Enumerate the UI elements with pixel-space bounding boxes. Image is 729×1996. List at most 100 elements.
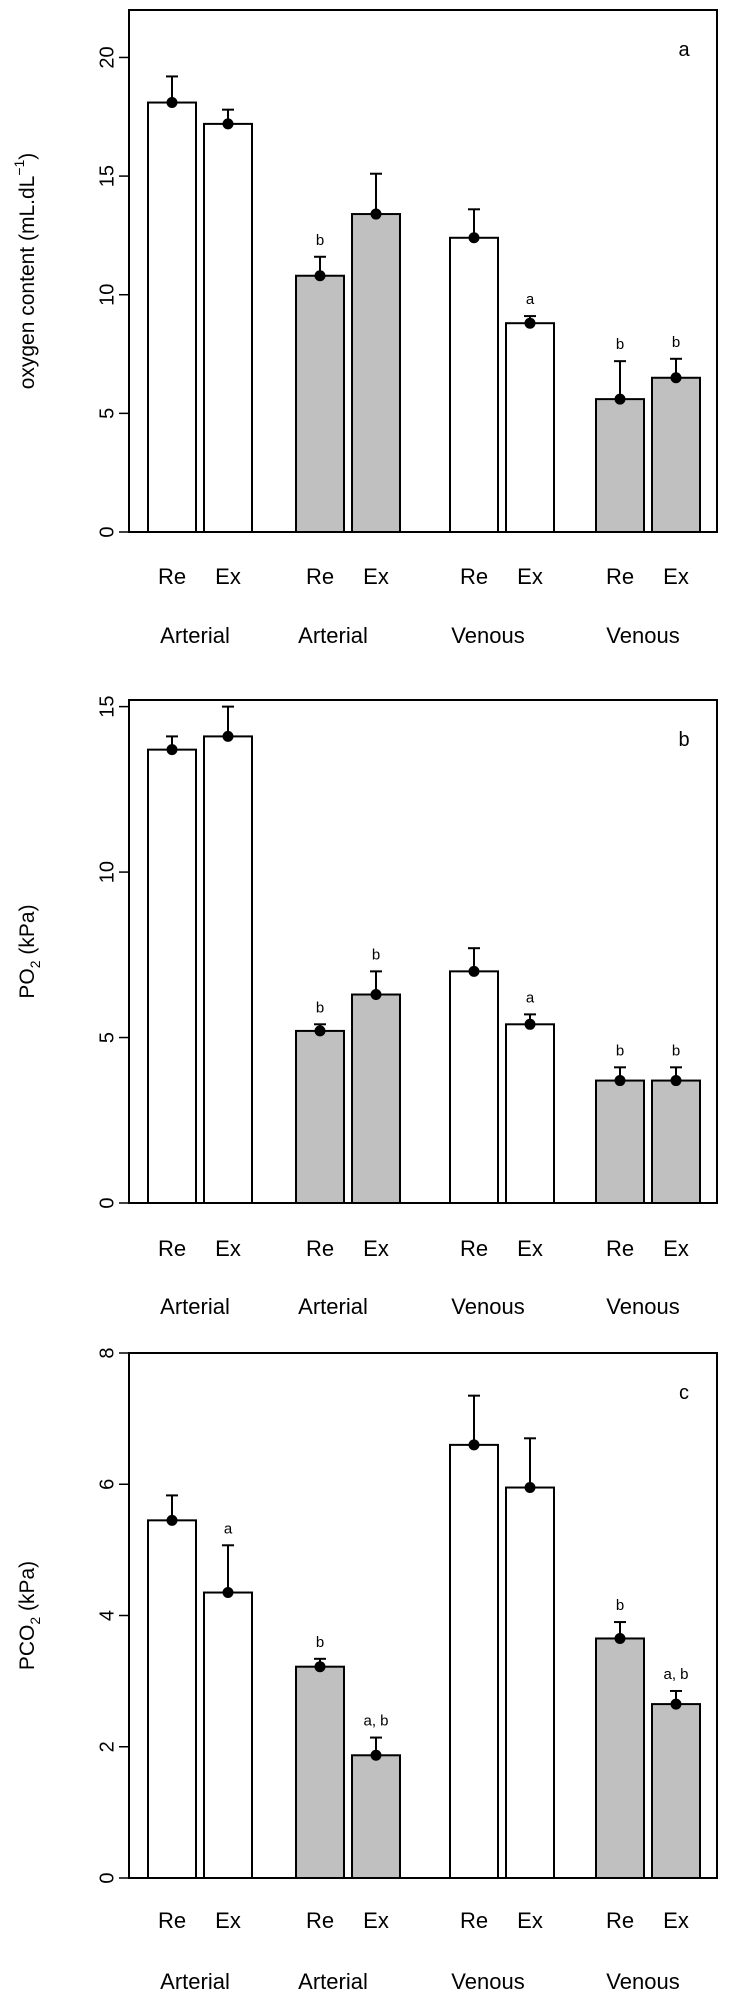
- significance-label: a, b: [663, 1666, 688, 1683]
- bar: [351, 1754, 401, 1879]
- significance-label: b: [616, 1597, 624, 1614]
- group-label: Arterial: [298, 623, 368, 648]
- category-label: Ex: [363, 1908, 389, 1933]
- category-label: Re: [306, 1236, 334, 1261]
- group-label: Arterial: [298, 1294, 368, 1319]
- mean-point: [468, 232, 480, 244]
- mean-point: [314, 270, 326, 282]
- bar: [203, 735, 253, 1204]
- group-label: Venous: [606, 1294, 679, 1319]
- panel-a: 0 5 10 15 20 oxygen content (mL.dL−1) a Re Ex b Re…: [11, 9, 718, 648]
- bar: [595, 1637, 645, 1879]
- significance-label: a: [224, 1520, 233, 1537]
- y-tick-label: 0: [96, 1197, 118, 1208]
- category-label: Ex: [215, 1236, 241, 1261]
- y-tick-label: 15: [96, 165, 118, 187]
- bar: [295, 1665, 345, 1879]
- mean-point: [166, 744, 178, 756]
- y-axis-label: oxygen content (mL.dL−1): [11, 153, 39, 390]
- bar: [449, 1443, 499, 1879]
- bar: [295, 274, 345, 533]
- group-label: Venous: [606, 1969, 679, 1994]
- significance-label: b: [316, 232, 324, 249]
- mean-point: [524, 317, 536, 329]
- panel-c: 0 2 4 6 8 PCO2 (kPa) c Re a Ex b Re a, b Ex Re Ex b Re a, …: [16, 1347, 718, 1994]
- bar: [351, 993, 401, 1204]
- mean-point: [524, 1482, 536, 1494]
- group-label: Arterial: [160, 1294, 230, 1319]
- bar: [203, 122, 253, 534]
- category-label: Ex: [663, 564, 689, 589]
- mean-point: [222, 1587, 234, 1599]
- panel-b: 0 5 10 15 PO2 (kPa) b Re Ex b Re b Ex Re a Ex b Re b Ex Art…: [16, 695, 718, 1319]
- category-label: Ex: [663, 1236, 689, 1261]
- bar: [595, 398, 645, 533]
- category-label: Re: [606, 564, 634, 589]
- category-label: Ex: [215, 1908, 241, 1933]
- group-label: Venous: [451, 1969, 524, 1994]
- y-tick-label: 4: [96, 1610, 118, 1621]
- y-tick-label: 20: [96, 46, 118, 68]
- category-label: Ex: [517, 1908, 543, 1933]
- y-tick-label: 2: [96, 1741, 118, 1752]
- mean-point: [614, 1632, 626, 1644]
- significance-label: a, b: [363, 1713, 388, 1730]
- mean-point: [670, 1075, 682, 1087]
- mean-point: [166, 97, 178, 109]
- bar: [505, 322, 555, 534]
- plot-frame: [128, 699, 718, 1204]
- category-label: Ex: [363, 1236, 389, 1261]
- category-label: Ex: [663, 1908, 689, 1933]
- category-label: Ex: [215, 564, 241, 589]
- group-label: Arterial: [160, 623, 230, 648]
- mean-point: [370, 1749, 382, 1761]
- mean-point: [314, 1025, 326, 1037]
- mean-point: [614, 1075, 626, 1087]
- significance-label: b: [616, 1042, 624, 1059]
- group-label: Arterial: [298, 1969, 368, 1994]
- category-label: Re: [158, 1236, 186, 1261]
- y-tick-label: 5: [96, 1032, 118, 1043]
- bar: [295, 1029, 345, 1204]
- bar: [505, 1486, 555, 1879]
- y-tick-label: 10: [96, 284, 118, 306]
- mean-point: [670, 372, 682, 384]
- category-label: Ex: [517, 564, 543, 589]
- mean-point: [370, 989, 382, 1001]
- category-label: Re: [306, 564, 334, 589]
- bar: [351, 213, 401, 534]
- mean-point: [314, 1661, 326, 1673]
- category-label: Ex: [517, 1236, 543, 1261]
- panel-letter: a: [678, 39, 690, 61]
- category-label: Re: [306, 1908, 334, 1933]
- y-axis-label: PCO2 (kPa): [16, 1561, 43, 1670]
- significance-label: b: [316, 999, 324, 1016]
- significance-label: b: [372, 946, 380, 963]
- bar: [595, 1079, 645, 1204]
- bar: [651, 376, 701, 534]
- category-label: Re: [460, 1236, 488, 1261]
- bar: [449, 970, 499, 1205]
- bar: [505, 1023, 555, 1204]
- category-label: Re: [158, 564, 186, 589]
- significance-label: b: [672, 1042, 680, 1059]
- group-label: Venous: [451, 623, 524, 648]
- y-tick-label: 5: [96, 408, 118, 419]
- y-tick-label: 0: [96, 526, 118, 537]
- bar: [147, 1519, 197, 1879]
- y-tick-label: 0: [96, 1872, 118, 1883]
- mean-point: [222, 730, 234, 742]
- category-label: Ex: [363, 564, 389, 589]
- category-label: Re: [158, 1908, 186, 1933]
- y-tick-label: 10: [96, 861, 118, 883]
- group-label: Arterial: [160, 1969, 230, 1994]
- mean-point: [166, 1514, 178, 1526]
- mean-point: [524, 1018, 536, 1030]
- significance-label: a: [526, 291, 535, 308]
- category-label: Re: [460, 1908, 488, 1933]
- significance-label: b: [672, 334, 680, 351]
- category-label: Re: [460, 564, 488, 589]
- group-label: Venous: [606, 623, 679, 648]
- y-tick-label: 6: [96, 1479, 118, 1490]
